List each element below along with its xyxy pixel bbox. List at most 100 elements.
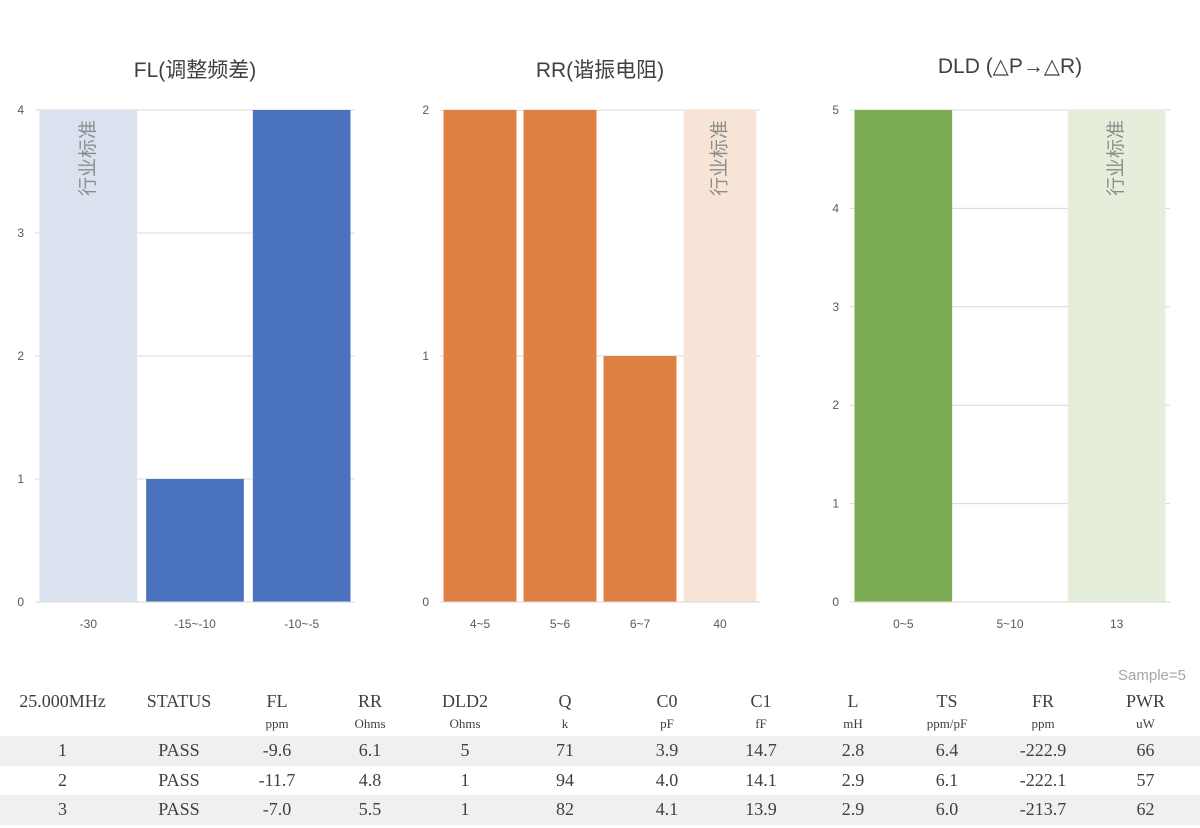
column-header: FR (1031, 690, 1055, 711)
table-cell: 62 (1091, 795, 1200, 825)
table-cell: -9.6 (233, 736, 321, 766)
chart-1: 0 1 2 4~5 5~6 6~7 行业标准 40 (422, 103, 760, 631)
x-tick-label: 5~10 (996, 617, 1023, 631)
column-header: FL (266, 690, 288, 711)
table-cell: 4.8 (358, 769, 382, 790)
band-label: 行业标准 (709, 120, 731, 196)
table-cell: 94 (556, 769, 574, 790)
table-cell: 6.4 (899, 736, 995, 766)
table-cell: -222.9 (995, 736, 1091, 766)
table-cell: 57 (1136, 769, 1155, 790)
x-tick-label: 40 (713, 617, 727, 631)
table-cell: 82 (511, 795, 619, 825)
table-cell: 2 (58, 769, 67, 790)
measurement-table: 25.000MHz STATUS FL RR DLD2 Q C0 C1 L TS FR PWR ppm… (0, 686, 1200, 825)
y-tick-label: 2 (832, 398, 839, 412)
table-cell: 2.9 (807, 795, 899, 825)
bar (146, 479, 244, 602)
bar (854, 110, 953, 602)
table-cell: 4.0 (655, 769, 679, 790)
y-tick-label: 2 (422, 103, 429, 117)
x-tick-label: 5~6 (550, 617, 571, 631)
column-unit (125, 716, 233, 736)
x-tick-label: -10~-5 (284, 617, 319, 631)
column-unit (0, 716, 125, 736)
y-tick-label: 1 (832, 497, 839, 511)
column-header: L (847, 690, 859, 711)
column-header: Q (558, 690, 572, 711)
column-unit: pF (660, 716, 674, 731)
table-row: 1 PASS -9.6 6.1 5 71 3.9 14.7 2.8 6.4 -222.9 66 (0, 736, 1200, 766)
table-row: 3 PASS -7.0 5.5 1 82 4.1 13.9 2.9 6.0 -213.7 62 (0, 795, 1200, 825)
x-tick-label: 4~5 (470, 617, 491, 631)
chart-2: 0 1 2 3 4 5 0~5 5~10 行业标准 13 (832, 103, 1170, 631)
column-unit: Ohms (354, 716, 386, 731)
table-cell: 14.7 (715, 736, 807, 766)
table-cell: 5 (419, 736, 511, 766)
bar (523, 110, 597, 602)
standard-band (1067, 110, 1166, 602)
table-cell: 2.9 (841, 769, 865, 790)
column-header: PWR (1125, 690, 1165, 711)
x-tick-label: -15~-10 (174, 617, 216, 631)
table-cell: 66 (1091, 736, 1200, 766)
y-tick-label: 4 (17, 103, 24, 117)
table-cell: 4.1 (619, 795, 715, 825)
column-header: TS (936, 690, 958, 711)
column-unit: ppm/pF (926, 716, 968, 731)
column-header: STATUS (146, 690, 212, 711)
x-tick-label: -30 (80, 617, 98, 631)
y-tick-label: 1 (17, 472, 24, 486)
bar (443, 110, 517, 602)
table-cell: PASS (125, 736, 233, 766)
x-tick-label: 6~7 (630, 617, 651, 631)
column-unit: k (561, 716, 569, 731)
table-row: 2 PASS -11.7 4.8 1 94 4.0 14.1 2.9 6.1 -222.1 57 (0, 766, 1200, 796)
table-units-row: ppm Ohms Ohms k pF fF mH ppm/pF ppm uW (0, 716, 1200, 736)
y-tick-label: 3 (832, 300, 839, 314)
bar (252, 110, 351, 602)
table-cell: 13.9 (715, 795, 807, 825)
chart-0: 0 1 2 3 4 行业标准 -30 -15~-10 -10~-5 (17, 103, 355, 631)
standard-band (683, 110, 757, 602)
y-tick-label: 0 (832, 595, 839, 609)
table-cell: -222.1 (1019, 769, 1067, 790)
standard-band (39, 110, 138, 602)
y-tick-label: 0 (422, 595, 429, 609)
charts-canvas: 0 1 2 3 4 行业标准 -30 -15~-10 -10~-5 0 1 2 4~5 5~6 6~7 行业标… (17, 103, 1170, 631)
column-header: RR (357, 690, 382, 711)
y-tick-label: 1 (422, 349, 429, 363)
table-cell: PASS (158, 769, 200, 790)
table-cell: 5.5 (321, 795, 419, 825)
table-cell: 3.9 (619, 736, 715, 766)
table-cell: 6.1 (321, 736, 419, 766)
table-cell: 1 (460, 769, 470, 790)
band-label: 行业标准 (1105, 120, 1127, 196)
column-unit: fF (755, 716, 767, 731)
table-header-row: 25.000MHz STATUS FL RR DLD2 Q C0 C1 L TS FR PWR (0, 686, 1200, 716)
y-tick-label: 5 (832, 103, 839, 117)
x-tick-label: 0~5 (893, 617, 914, 631)
y-tick-label: 4 (832, 201, 839, 215)
y-tick-label: 3 (17, 226, 24, 240)
x-tick-label: 13 (1110, 617, 1124, 631)
column-unit: ppm (265, 716, 289, 731)
table-cell: -11.7 (258, 769, 296, 790)
y-tick-label: 2 (17, 349, 24, 363)
table-cell: 1 (0, 736, 125, 766)
table-cell: 3 (0, 795, 125, 825)
chart-title-dld: DLD (△P→△R) (937, 55, 1083, 78)
bar (603, 356, 677, 602)
table-cell: 71 (511, 736, 619, 766)
table-cell: -7.0 (233, 795, 321, 825)
column-header: 25.000MHz (19, 690, 106, 711)
column-unit: Ohms (449, 716, 481, 731)
table-cell: 1 (419, 795, 511, 825)
table-cell: 6.0 (899, 795, 995, 825)
table-cell: PASS (125, 795, 233, 825)
y-tick-label: 0 (17, 595, 24, 609)
sample-count-label: Sample=5 (1118, 667, 1186, 684)
column-header: C1 (750, 690, 772, 711)
table-cell: 2.8 (807, 736, 899, 766)
column-header: C0 (656, 690, 678, 711)
